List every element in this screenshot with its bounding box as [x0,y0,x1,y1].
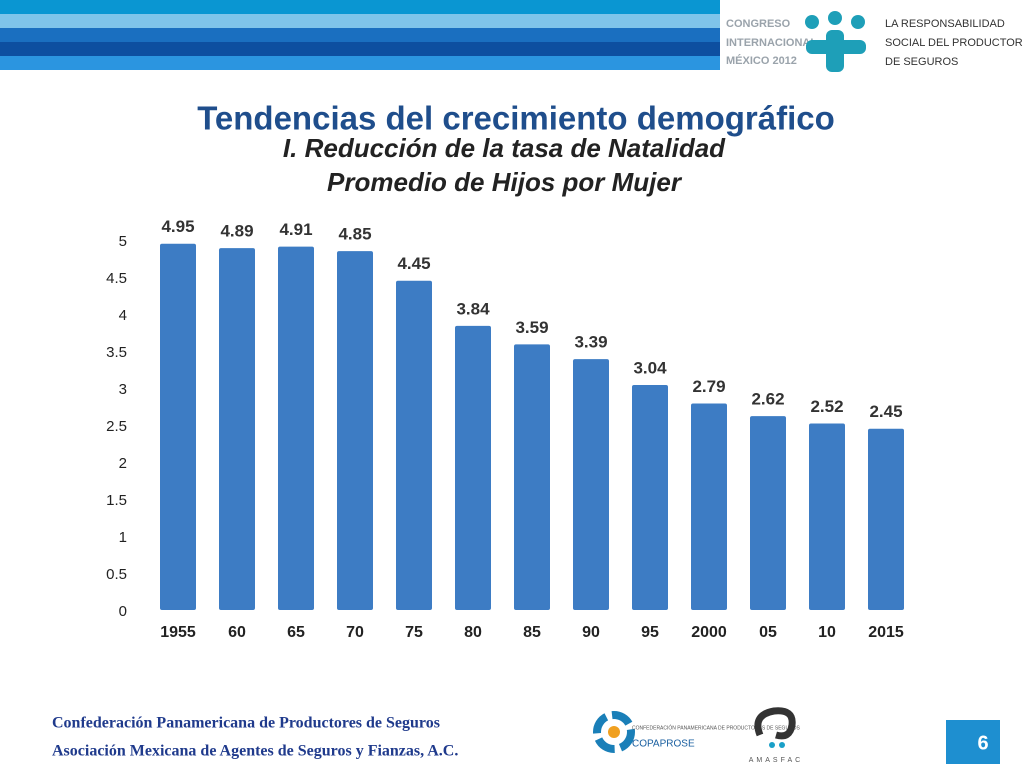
y-tick-label: 0.5 [106,566,127,583]
y-tick-label: 2.5 [106,418,127,435]
x-tick-label: 2000 [691,624,727,641]
y-tick-label: 3 [119,381,127,398]
value-label: 3.39 [574,333,607,352]
bar [337,251,373,610]
amasfac-logo [754,707,796,748]
value-label: 2.62 [751,390,784,409]
header-stripe [0,42,720,56]
bar [573,359,609,610]
x-tick-label: 10 [818,624,836,641]
x-tick-label: 75 [405,624,423,641]
chart-subtitle: Promedio de Hijos por Mujer [327,167,683,197]
header-stripe [0,28,720,42]
logo-small-text: CONFEDERACIÓN PANAMERICANA DE PRODUCTORE… [632,724,801,731]
value-label: 2.45 [869,402,902,421]
bar [219,248,255,610]
bar [160,243,196,610]
value-label: 3.04 [633,359,667,378]
congress-logo [805,11,866,72]
y-tick-label: 0 [119,603,127,620]
motto-text: LA RESPONSABILIDAD [885,18,1005,30]
bar [514,344,550,610]
value-label: 4.91 [279,220,312,239]
y-tick-label: 3.5 [106,344,127,361]
bar [278,246,314,610]
header-stripe [0,14,720,28]
x-tick-label: 60 [228,624,246,641]
x-tick-label: 05 [759,624,777,641]
logo-name: AMASFAC [749,757,803,764]
page-number: 6 [977,732,988,754]
value-label: 4.85 [338,225,371,244]
value-label: 4.89 [220,222,253,241]
x-tick-label: 2015 [868,624,904,641]
y-tick-label: 1.5 [106,492,127,509]
copaprose-logo [593,711,635,753]
bar [750,416,786,610]
x-tick-label: 70 [346,624,364,641]
congress-text: CONGRESO [726,18,791,30]
chart-title: I. Reducción de la tasa de Natalidad [283,133,726,163]
y-tick-label: 5 [119,233,127,250]
header-stripe [0,56,720,70]
logo-name: COPAPROSE [632,739,695,750]
x-tick-label: 1955 [160,624,196,641]
x-tick-label: 95 [641,624,659,641]
y-tick-label: 4 [119,307,127,324]
value-label: 2.52 [810,397,843,416]
footer-line: Asociación Mexicana de Agentes de Seguro… [52,743,458,760]
value-label: 3.59 [515,318,548,337]
bar [632,385,668,610]
slide-title: Tendencias del crecimiento demográfico [197,100,835,137]
y-tick-label: 1 [119,529,127,546]
value-label: 4.45 [397,254,430,273]
value-label: 2.79 [692,377,725,396]
bar [455,325,491,610]
footer-line: Confederación Panamericana de Productore… [52,715,440,732]
bar [809,423,845,610]
x-tick-label: 90 [582,624,600,641]
congress-text: INTERNACIONAL [726,37,817,49]
congress-text: MÉXICO 2012 [726,54,797,67]
x-tick-label: 85 [523,624,541,641]
value-label: 4.95 [161,217,194,236]
motto-text: SOCIAL DEL PRODUCTOR [885,37,1023,49]
value-label: 3.84 [456,299,490,318]
bar [868,428,904,610]
y-tick-label: 2 [119,455,127,472]
y-tick-label: 4.5 [106,270,127,287]
x-tick-label: 80 [464,624,482,641]
bar [396,280,432,610]
header-stripe [0,0,720,14]
motto-text: DE SEGUROS [885,56,958,68]
bar [691,403,727,610]
x-tick-label: 65 [287,624,305,641]
page-number-box [946,720,1000,764]
